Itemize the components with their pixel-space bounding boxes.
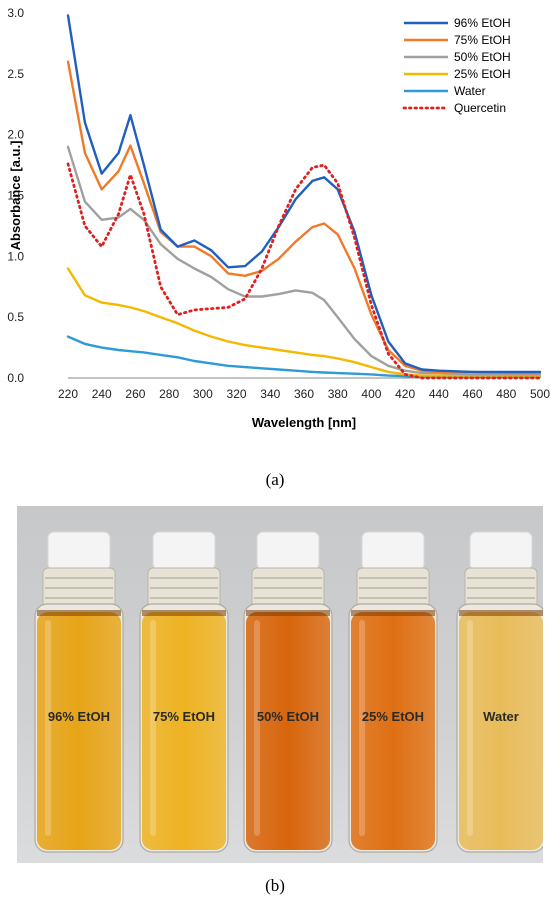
vial-cap xyxy=(361,531,425,571)
series-line-25-etoh xyxy=(66,267,542,377)
legend-label: Water xyxy=(454,84,486,98)
y-axis-title: Absorbance [a.u.] xyxy=(8,141,23,251)
series-line-75-etoh xyxy=(66,60,542,375)
x-tick-label: 380 xyxy=(328,387,348,401)
x-tick-label: 460 xyxy=(463,387,483,401)
vial-liquid xyxy=(246,612,330,850)
chart-series xyxy=(66,14,542,380)
vial-cap xyxy=(256,531,320,571)
legend-label: 96% EtOH xyxy=(454,16,511,30)
vial-cap xyxy=(152,531,216,571)
x-tick-label: 220 xyxy=(58,387,78,401)
caption-a: (a) xyxy=(265,470,285,489)
y-tick-label: 3.0 xyxy=(7,6,24,20)
x-tick-label: 500 xyxy=(530,387,550,401)
x-tick-label: 480 xyxy=(496,387,516,401)
legend-label: 25% EtOH xyxy=(454,67,511,81)
legend-label: 75% EtOH xyxy=(454,33,511,47)
vial-liquid xyxy=(37,612,121,850)
vial-water: Water xyxy=(456,531,543,853)
y-tick-label: 1.5 xyxy=(7,189,24,203)
chart-legend: 96% EtOH 75% EtOH 50% EtOH 25% EtOH Water Que… xyxy=(402,16,511,115)
vial-label: 96% EtOH xyxy=(48,709,110,724)
series-line-quercetin xyxy=(66,162,542,380)
y-tick-label: 2.5 xyxy=(7,67,24,81)
x-tick-label: 420 xyxy=(395,387,415,401)
y-tick-label: 0.5 xyxy=(7,310,24,324)
vial-label: 75% EtOH xyxy=(153,709,215,724)
x-tick-label: 360 xyxy=(294,387,314,401)
caption-b: (b) xyxy=(265,876,285,895)
vials-photo-drawing: 96% EtOH 75% EtOH 50% EtOH 25% EtOH Water xyxy=(17,506,543,863)
vial-96-etoh: 96% EtOH xyxy=(34,531,124,853)
y-tick-label: 0.0 xyxy=(7,371,24,385)
series-line-50-etoh xyxy=(66,145,542,376)
x-tick-label: 400 xyxy=(361,387,381,401)
x-tick-label: 240 xyxy=(92,387,112,401)
vial-cap xyxy=(47,531,111,571)
x-tick-label: 320 xyxy=(227,387,247,401)
y-tick-label: 1.0 xyxy=(7,249,24,263)
chart-axes: 220 240 260 280 300 320 340 360 380 400 420 440 460 4… xyxy=(7,6,550,401)
legend-label: Quercetin xyxy=(454,101,506,115)
vial-liquid xyxy=(142,612,226,850)
vial-label: Water xyxy=(483,709,519,724)
x-tick-label: 280 xyxy=(159,387,179,401)
vial-50-etoh: 50% EtOH xyxy=(243,531,333,853)
vial-liquid xyxy=(351,612,435,850)
x-tick-label: 260 xyxy=(125,387,145,401)
absorbance-chart: 220 240 260 280 300 320 340 360 380 400 420 440 460 4… xyxy=(7,6,550,430)
y-tick-label: 2.0 xyxy=(7,128,24,142)
vial-label: 50% EtOH xyxy=(257,709,319,724)
x-tick-label: 440 xyxy=(429,387,449,401)
legend-label: 50% EtOH xyxy=(454,50,511,64)
vial-label: 25% EtOH xyxy=(362,709,424,724)
x-tick-label: 340 xyxy=(260,387,280,401)
vial-25-etoh: 25% EtOH xyxy=(348,531,438,853)
vial-cap xyxy=(469,531,533,571)
x-axis-title: Wavelength [nm] xyxy=(252,415,356,430)
vial-75-etoh: 75% EtOH xyxy=(139,531,229,853)
vials-photo: 96% EtOH 75% EtOH 50% EtOH 25% EtOH Water xyxy=(17,506,543,863)
x-tick-label: 300 xyxy=(193,387,213,401)
vial-liquid xyxy=(459,612,543,850)
